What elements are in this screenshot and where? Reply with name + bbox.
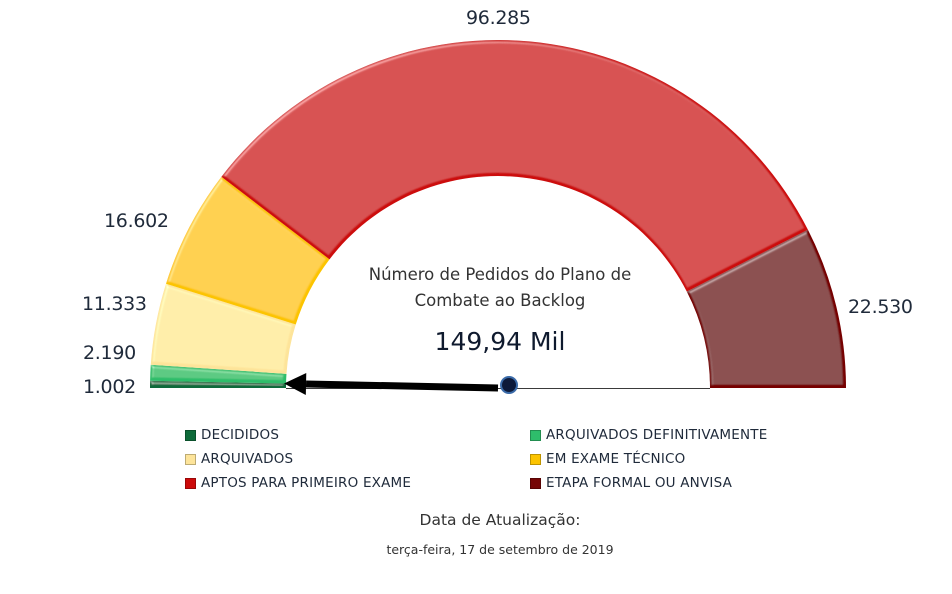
- legend-swatch-icon: [530, 478, 541, 489]
- label-aptos: 96.285: [466, 7, 531, 29]
- legend-item-etapa-formal[interactable]: ETAPA FORMAL OU ANVISA: [530, 475, 732, 491]
- legend-item-decididos[interactable]: DECIDIDOS: [185, 427, 279, 443]
- legend-item-arquivados-definitivamente[interactable]: ARQUIVADOS DEFINITIVAMENTE: [530, 427, 767, 443]
- legend-item-em-exame-tecnico[interactable]: EM EXAME TÉCNICO: [530, 451, 686, 467]
- gauge-total-value: 149,94 Mil: [330, 327, 670, 356]
- needle-arrowhead-icon: [284, 373, 306, 395]
- legend-swatch-icon: [185, 454, 196, 465]
- label-etapa-formal: 22.530: [848, 296, 913, 318]
- legend-swatch-icon: [185, 430, 196, 441]
- update-date-value: terça-feira, 17 de setembro de 2019: [300, 542, 700, 557]
- needle-hub: [501, 377, 517, 393]
- legend-swatch-icon: [530, 430, 541, 441]
- legend-label: ARQUIVADOS DEFINITIVAMENTE: [546, 427, 767, 443]
- legend-item-arquivados[interactable]: ARQUIVADOS: [185, 451, 293, 467]
- needle-shaft: [306, 384, 498, 388]
- gauge-title: Número de Pedidos do Plano de Combate ao…: [330, 262, 670, 314]
- legend-label: DECIDIDOS: [201, 427, 279, 443]
- legend-label: ARQUIVADOS: [201, 451, 293, 467]
- legend-label: APTOS PARA PRIMEIRO EXAME: [201, 475, 411, 491]
- legend-label: ETAPA FORMAL OU ANVISA: [546, 475, 732, 491]
- label-arquivados-definitivamente: 2.190: [83, 342, 136, 364]
- label-decididos: 1.002: [83, 376, 136, 398]
- update-date-title: Data de Atualização:: [300, 511, 700, 529]
- label-em-exame-tecnico: 16.602: [104, 210, 169, 232]
- legend-item-aptos[interactable]: APTOS PARA PRIMEIRO EXAME: [185, 475, 411, 491]
- legend-swatch-icon: [530, 454, 541, 465]
- label-arquivados: 11.333: [82, 293, 147, 315]
- legend-label: EM EXAME TÉCNICO: [546, 451, 686, 467]
- legend-swatch-icon: [185, 478, 196, 489]
- gauge-needle: [284, 373, 517, 395]
